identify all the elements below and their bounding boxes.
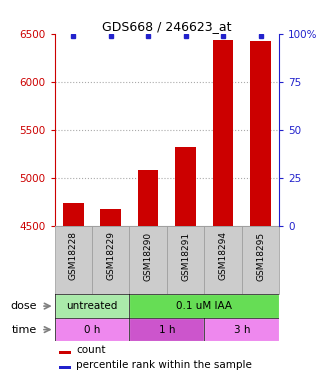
- Bar: [59, 366, 71, 369]
- Bar: [55, 294, 129, 318]
- Bar: [129, 226, 167, 294]
- Bar: [213, 40, 233, 226]
- Text: GSM18228: GSM18228: [69, 231, 78, 280]
- Text: GSM18229: GSM18229: [106, 231, 115, 280]
- Text: GSM18290: GSM18290: [144, 231, 153, 280]
- Text: GSM18294: GSM18294: [219, 231, 228, 280]
- Text: dose: dose: [10, 301, 37, 311]
- Bar: [204, 226, 242, 294]
- Text: 3 h: 3 h: [234, 325, 250, 334]
- Bar: [129, 294, 279, 318]
- Text: time: time: [11, 325, 37, 334]
- Text: count: count: [76, 345, 105, 355]
- Bar: [63, 203, 83, 226]
- Text: 0 h: 0 h: [84, 325, 100, 334]
- Text: 0.1 uM IAA: 0.1 uM IAA: [176, 301, 232, 311]
- Bar: [55, 226, 92, 294]
- Text: GSM18291: GSM18291: [181, 231, 190, 280]
- Title: GDS668 / 246623_at: GDS668 / 246623_at: [102, 20, 232, 33]
- Bar: [204, 318, 279, 341]
- Bar: [242, 226, 279, 294]
- Bar: [92, 226, 129, 294]
- Text: GSM18295: GSM18295: [256, 231, 265, 280]
- Bar: [55, 318, 129, 341]
- Bar: [129, 318, 204, 341]
- Bar: [59, 351, 71, 354]
- Bar: [175, 147, 196, 226]
- Text: 1 h: 1 h: [159, 325, 175, 334]
- Bar: [100, 209, 121, 226]
- Bar: [250, 42, 271, 226]
- Bar: [167, 226, 204, 294]
- Text: percentile rank within the sample: percentile rank within the sample: [76, 360, 252, 370]
- Text: untreated: untreated: [66, 301, 118, 311]
- Bar: [138, 170, 159, 226]
